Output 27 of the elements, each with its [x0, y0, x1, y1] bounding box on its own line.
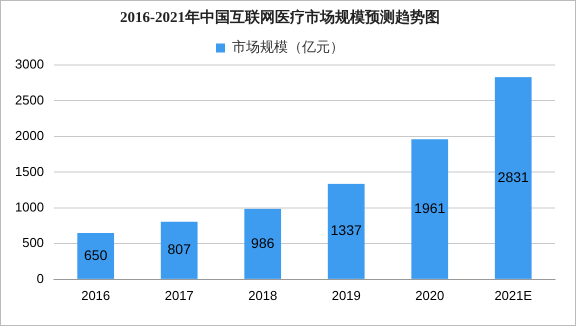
data-label: 650 [84, 246, 108, 263]
bar [411, 139, 448, 279]
y-tick-label: 0 [36, 270, 44, 286]
bar [160, 222, 198, 279]
bar [328, 184, 365, 279]
x-tick-label: 2017 [164, 288, 194, 303]
data-label: 807 [168, 241, 192, 258]
x-tick-label: 2021E [494, 288, 532, 303]
y-tick-label: 2000 [15, 128, 44, 144]
legend-label: 市场规模（亿元） [232, 40, 344, 56]
x-tick-label: 2020 [415, 288, 444, 303]
y-tick-label: 3000 [15, 56, 44, 72]
x-tick-label: 2019 [332, 288, 361, 303]
y-tick-label: 1000 [15, 200, 44, 215]
data-label: 1961 [414, 200, 446, 216]
chart-title: 2016-2021年中国互联网医疗市场规模预测趋势图 [120, 8, 440, 26]
bar [244, 208, 282, 279]
y-tick-label: 2500 [15, 92, 44, 108]
data-label: 986 [251, 234, 275, 251]
x-tick-label: 2016 [81, 288, 110, 303]
y-tick-label: 500 [22, 235, 44, 250]
y-tick-label: 1500 [15, 164, 44, 179]
data-label: 2831 [498, 168, 530, 185]
bar [77, 232, 114, 279]
data-label: 1337 [330, 222, 362, 238]
x-tick-label: 2018 [248, 288, 278, 303]
bar [494, 77, 532, 279]
